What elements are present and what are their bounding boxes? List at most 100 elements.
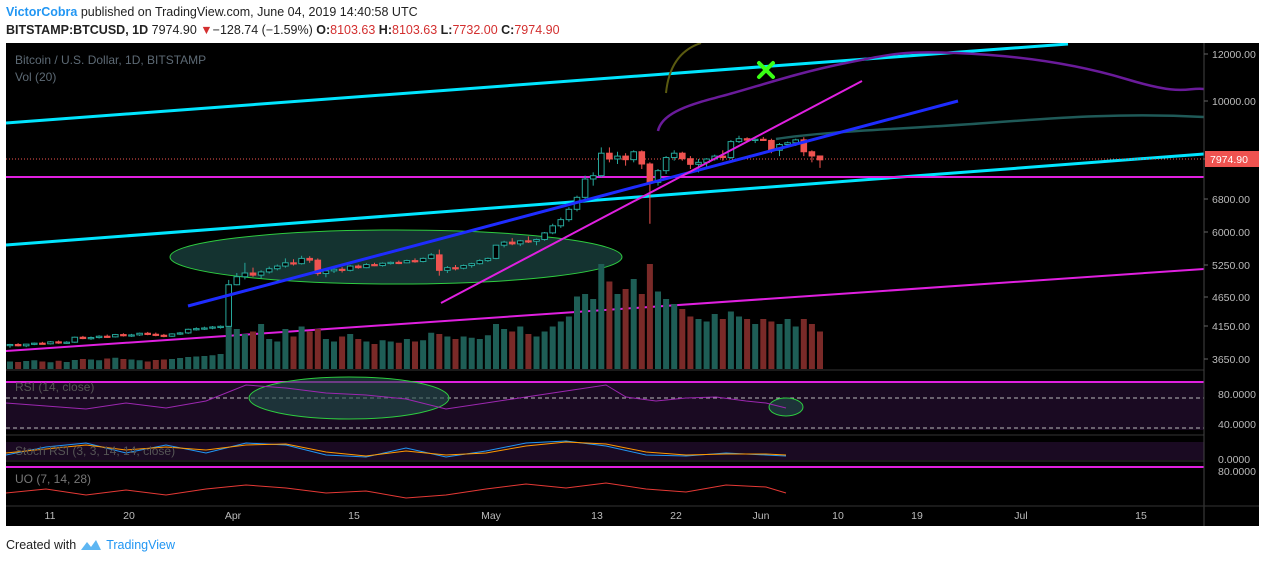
volume-bar (201, 356, 208, 369)
volume-bar (468, 337, 475, 369)
candle-body (249, 272, 257, 276)
volume-bar (460, 336, 467, 369)
publish-line: VictorCobra published on TradingView.com… (6, 5, 418, 19)
volume-bar (752, 324, 759, 369)
candle-body (395, 261, 403, 265)
volume-bar (784, 319, 791, 369)
green-ellipse-consolidation (169, 229, 623, 285)
candle-body (500, 241, 508, 246)
candle-body (322, 270, 330, 275)
volume-bar (282, 329, 289, 369)
tradingview-link[interactable]: TradingView (106, 538, 175, 552)
candle-body (517, 240, 524, 245)
volume-bar (598, 264, 605, 369)
low-label: L: (440, 23, 453, 37)
footer: Created with TradingView (6, 538, 175, 552)
candle-body (622, 155, 629, 161)
price-tick-label: 4150.00 (1212, 321, 1250, 333)
volume-bar (768, 321, 775, 369)
olive-moving-average (665, 43, 702, 94)
price-chart[interactable]: Bitcoin / U.S. Dollar, 1D, BITSTAMP Vol … (6, 43, 1259, 526)
volume-bar (501, 329, 508, 369)
candle-body (112, 334, 119, 338)
volume-bar (79, 359, 86, 369)
author-link[interactable]: VictorCobra (6, 5, 78, 19)
candle-body (484, 257, 492, 262)
candle-body (371, 264, 378, 267)
volume-bar (428, 332, 435, 369)
stoch-d-line (6, 441, 787, 457)
rsi-band (6, 382, 1204, 430)
last-price-badge (1205, 151, 1259, 167)
candle-body (476, 260, 484, 265)
candle-body (31, 342, 38, 345)
volume-bar (444, 336, 451, 369)
volume-label: Vol (20) (15, 70, 56, 84)
candle-body (330, 268, 338, 272)
volume-bar (379, 340, 386, 369)
volume-bar (760, 319, 767, 369)
candle-body (606, 152, 613, 160)
price-change: −128.74 (−1.59%) (212, 23, 313, 37)
candle-body (735, 138, 743, 143)
candle-body (306, 257, 313, 261)
volume-bar (371, 344, 378, 369)
close-label: C: (501, 23, 515, 37)
candle-body (589, 175, 597, 180)
volume-bar (403, 339, 410, 369)
price-tick-label: 4650.00 (1212, 292, 1250, 304)
last-price-badge-label: 7974.90 (1210, 154, 1248, 166)
candle-body (298, 257, 305, 265)
candle-body (533, 238, 540, 242)
volume-bar (63, 362, 70, 369)
candle-body (168, 333, 176, 337)
candle-body (379, 262, 386, 267)
volume-bar (112, 357, 119, 369)
candle-body (581, 178, 589, 198)
indicator-tick-label: 0.0000 (1218, 454, 1250, 466)
price-tick-label: 6000.00 (1212, 227, 1250, 239)
candle-body (22, 343, 30, 347)
high-value: 8103.63 (392, 23, 438, 37)
candle-body (176, 332, 184, 335)
candle-body (47, 341, 54, 345)
candle-body (670, 152, 678, 159)
volume-bar (574, 296, 580, 369)
time-tick-label: 15 (1135, 510, 1147, 522)
magenta-lower-trendline (6, 268, 1205, 352)
candle-body (225, 284, 232, 327)
volume-bar (266, 339, 273, 369)
volume-bar (152, 360, 159, 369)
tradingview-logo-icon (81, 540, 102, 550)
volume-bar (7, 361, 13, 369)
candle-body (128, 334, 135, 337)
volume-bar (104, 358, 111, 369)
volume-bar (322, 339, 329, 369)
magenta-rising-trendline (440, 80, 863, 304)
down-arrow-icon: ▼ (200, 23, 213, 37)
candle-body (687, 158, 694, 165)
indicator-tick-label: 80.0000 (1218, 389, 1256, 401)
low-value: 7732.00 (452, 23, 498, 37)
blue-trendline (187, 99, 959, 308)
volume-bar (193, 356, 200, 369)
volume-bar (817, 331, 823, 369)
candle-body (565, 208, 573, 221)
candle-body (460, 265, 467, 269)
volume-bar (290, 336, 297, 369)
volume-bar (476, 339, 483, 369)
candle-body (160, 334, 168, 337)
volume-bar (387, 341, 394, 369)
volume-bar (541, 331, 548, 369)
candle-body (6, 343, 14, 347)
time-tick-label: Apr (225, 510, 242, 522)
volume-bar (96, 360, 103, 369)
rsi-label: RSI (14, close) (15, 380, 94, 394)
volume-bar (655, 291, 661, 369)
volume-bar (209, 355, 216, 369)
candle-body (444, 267, 451, 271)
candle-body (679, 152, 686, 160)
volume-bar (144, 361, 151, 369)
volume-bar (128, 359, 135, 369)
candle-body (209, 326, 216, 329)
